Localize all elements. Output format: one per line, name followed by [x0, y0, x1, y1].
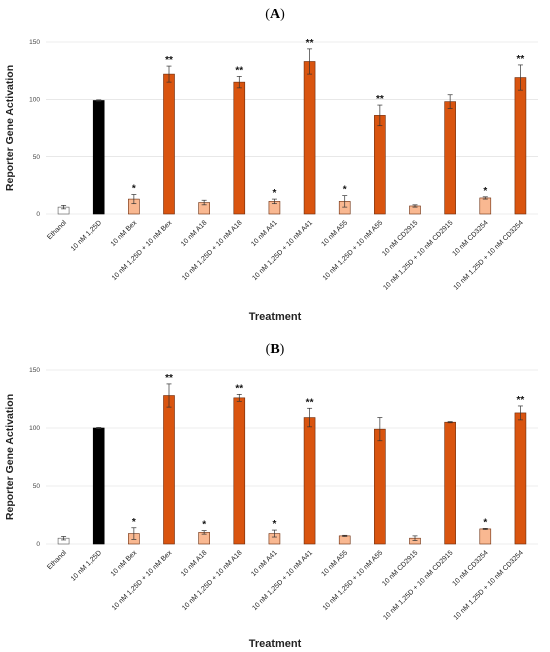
- x-tick-label: 10 nM CD3254: [451, 549, 489, 587]
- x-tick-label: 10 nM A41: [250, 219, 279, 248]
- x-tick-label: 10 nM 1,25D + 10 nM CD2915: [382, 219, 454, 291]
- x-tick-label: 10 nM 1,25D + 10 nM CD3254: [453, 549, 525, 621]
- bar: [163, 73, 175, 215]
- significance-marker: **: [517, 54, 525, 65]
- bar: [479, 528, 492, 545]
- x-tick-label: 10 nM CD2915: [381, 219, 419, 257]
- significance-marker: *: [272, 188, 276, 199]
- x-tick-label: 10 nM CD3254: [451, 219, 489, 257]
- bar: [338, 535, 351, 545]
- bar: [374, 115, 386, 215]
- x-tick-label: 10 nM 1,25D + 10 nM Bex: [111, 219, 174, 282]
- panel-title: (A): [265, 7, 285, 22]
- panel-title-open: (: [266, 342, 271, 357]
- x-tick-label: 10 nM A55: [321, 219, 350, 248]
- bar: [303, 61, 316, 215]
- y-axis-label: Reporter Gene Activation: [4, 65, 16, 191]
- significance-marker: *: [272, 519, 276, 530]
- panel-title-letter: B: [270, 342, 279, 357]
- significance-marker: *: [202, 520, 206, 531]
- chart-panel-a: (A) 0 50 100 150 Reporter Gene Activation Etha…: [4, 7, 538, 323]
- bar: [514, 412, 527, 545]
- significance-marker: **: [235, 383, 243, 394]
- x-tick-label: Ethanol: [46, 219, 68, 241]
- x-tick-label: 10 nM 1,25D + 10 nM CD3254: [453, 219, 525, 291]
- significance-marker: **: [306, 38, 314, 49]
- y-tick-label: 150: [29, 367, 40, 374]
- y-tick-label: 0: [36, 541, 40, 548]
- panel-title: (B): [266, 342, 285, 357]
- significance-marker: *: [483, 517, 487, 528]
- y-tick-label: 50: [33, 154, 41, 161]
- panel-title-letter: A: [270, 7, 281, 22]
- bar: [233, 397, 246, 545]
- y-tick-label: 150: [29, 39, 40, 46]
- significance-marker: **: [165, 55, 173, 66]
- x-tick-label: 10 nM 1,25D: [70, 549, 103, 582]
- bar: [514, 77, 527, 215]
- x-tick-label: 10 nM A41: [250, 549, 279, 578]
- panel-title-close: ): [280, 7, 285, 22]
- y-axis-label: Reporter Gene Activation: [4, 394, 16, 520]
- x-tick-label: 10 nM A18: [180, 549, 209, 578]
- y-tick-label: 100: [29, 425, 40, 432]
- bar: [92, 427, 105, 545]
- x-tick-label: 10 nM 1,25D + 10 nM A18: [181, 549, 244, 612]
- significance-marker: *: [132, 184, 136, 195]
- significance-marker: **: [376, 94, 384, 105]
- bar: [374, 428, 386, 545]
- significance-marker: *: [132, 517, 136, 528]
- significance-marker: **: [165, 373, 173, 384]
- x-tick-label: 10 nM Bex: [110, 219, 139, 248]
- x-tick-label: Ethanol: [46, 549, 68, 571]
- bar: [163, 395, 175, 545]
- x-tick-label: 10 nM Bex: [110, 549, 139, 578]
- x-tick-label: 10 nM 1,25D + 10 nM A55: [322, 549, 385, 612]
- bar: [303, 417, 316, 545]
- significance-marker: **: [306, 397, 314, 408]
- bar: [92, 100, 105, 215]
- x-tick-label: 10 nM 1,25D + 10 nM A55: [322, 219, 385, 282]
- x-axis-label: Treatment: [249, 311, 302, 323]
- x-tick-label: 10 nM 1,25D + 10 nM A41: [251, 219, 314, 282]
- bar: [444, 421, 456, 545]
- bar: [479, 197, 492, 215]
- chart-panel-b: (B) 0 50 100 150 Reporter Gene Activation Etha…: [4, 342, 538, 650]
- significance-marker: **: [235, 65, 243, 76]
- bar: [444, 101, 456, 215]
- y-tick-label: 0: [36, 211, 40, 218]
- x-tick-label: 10 nM 1,25D + 10 nM A18: [181, 219, 244, 282]
- x-tick-label: 10 nM 1,25D + 10 nM CD2915: [382, 549, 454, 621]
- panel-title-close: ): [280, 342, 285, 357]
- x-tick-label: 10 nM 1,25D: [70, 219, 103, 252]
- x-axis-label: Treatment: [249, 638, 302, 650]
- y-tick-label: 100: [29, 97, 40, 104]
- y-tick-label: 50: [33, 483, 41, 490]
- significance-marker: **: [517, 395, 525, 406]
- panel-title-open: (: [265, 7, 270, 22]
- significance-marker: *: [483, 186, 487, 197]
- x-tick-label: 10 nM 1,25D + 10 nM Bex: [111, 549, 174, 612]
- x-tick-label: 10 nM CD2915: [381, 549, 419, 587]
- significance-marker: *: [343, 185, 347, 196]
- x-tick-label: 10 nM 1,25D + 10 nM A41: [251, 549, 314, 612]
- x-tick-label: 10 nM A18: [180, 219, 209, 248]
- x-tick-label: 10 nM A55: [321, 549, 350, 578]
- bar: [233, 81, 246, 215]
